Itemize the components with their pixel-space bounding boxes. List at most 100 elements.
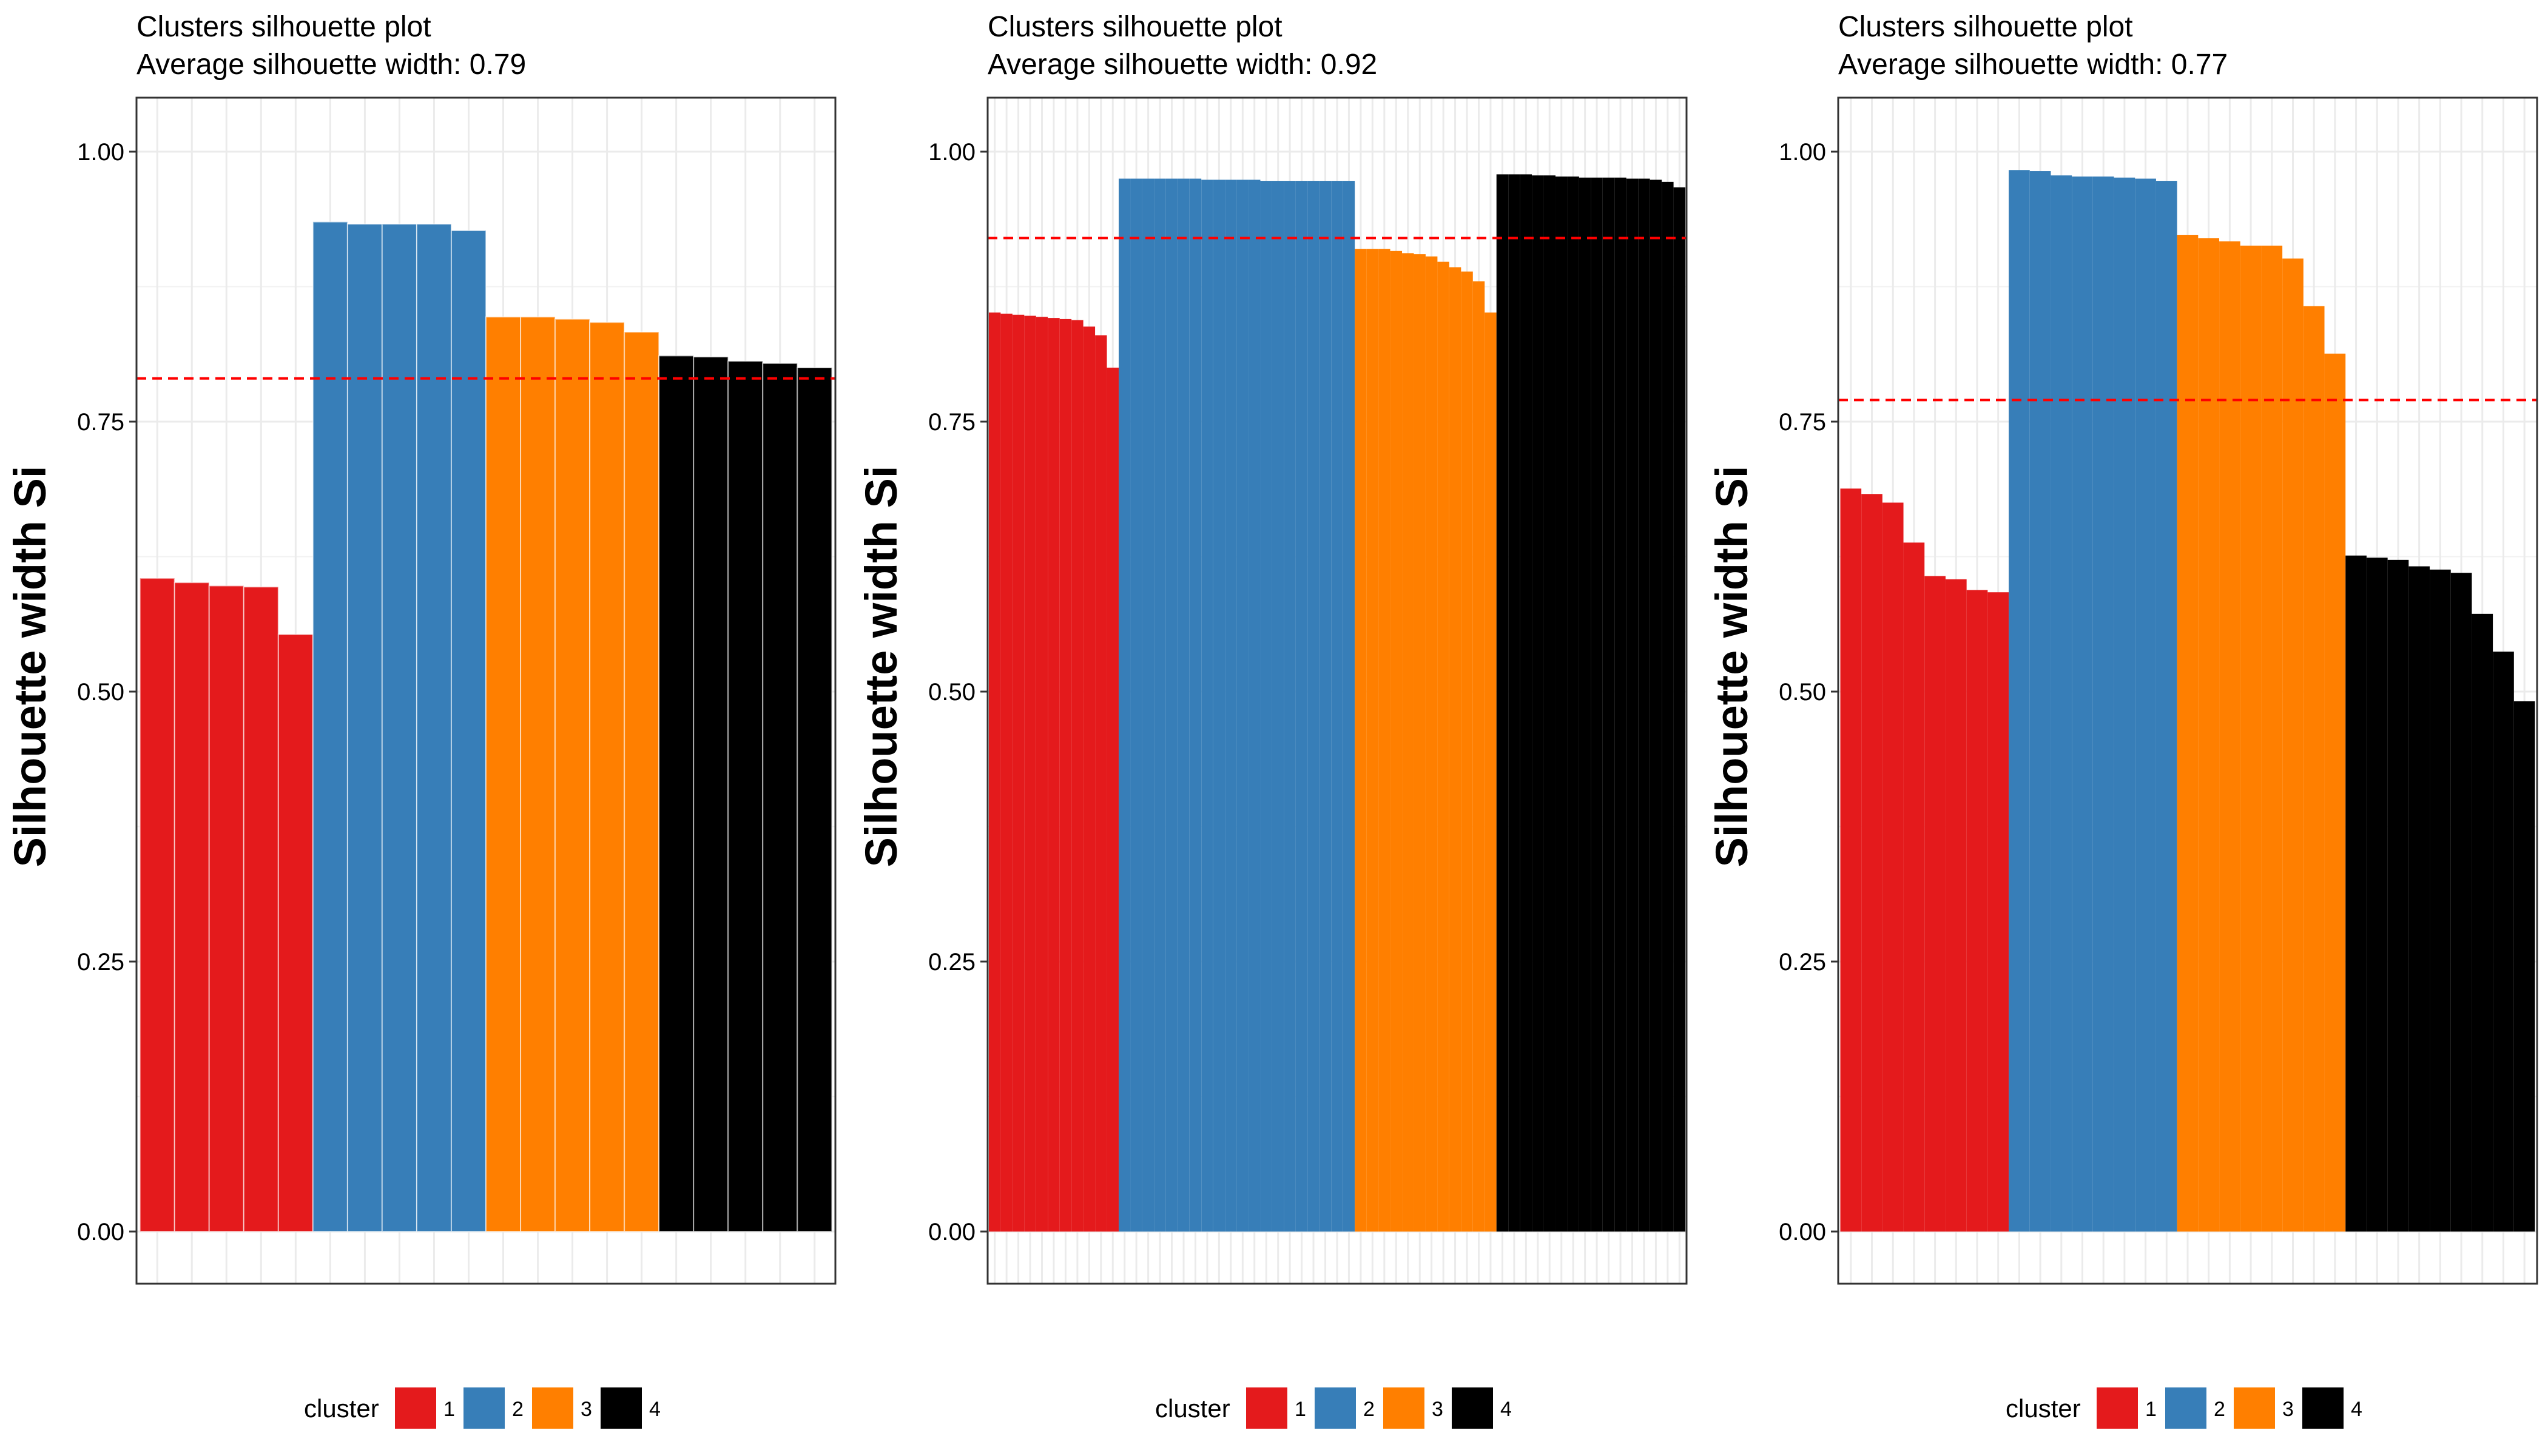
bar-cluster-3	[1366, 249, 1379, 1232]
bar-cluster-3	[1414, 254, 1426, 1232]
legend-key-1	[1246, 1387, 1287, 1429]
bar-cluster-1	[1882, 502, 1904, 1232]
bar-cluster-1	[1024, 315, 1036, 1232]
bar-cluster-3	[2177, 235, 2199, 1232]
y-tick-label: 0.25	[928, 949, 976, 976]
y-tick-label: 0.00	[1779, 1219, 1826, 1245]
bar-cluster-2	[2072, 176, 2093, 1232]
legend: cluster 1 2 3 4	[1155, 1387, 1512, 1429]
bar-cluster-3	[1425, 256, 1438, 1232]
bar-cluster-2	[1165, 178, 1178, 1232]
legend-label-4: 4	[649, 1398, 661, 1421]
bar-cluster-4	[2430, 569, 2451, 1232]
bar-cluster-1	[988, 312, 1001, 1232]
bar-cluster-4	[1543, 175, 1555, 1232]
legend-label-2: 2	[2214, 1398, 2225, 1421]
bar-cluster-2	[1284, 181, 1296, 1232]
bar-cluster-3	[485, 316, 522, 1233]
bar-cluster-2	[2135, 178, 2156, 1232]
bar-cluster-1	[1966, 590, 1988, 1232]
bar-cluster-2	[1225, 180, 1237, 1232]
bar-cluster-3	[1390, 251, 1403, 1232]
bar-cluster-2	[312, 221, 348, 1233]
y-tick-label: 0.25	[77, 949, 124, 976]
y-tick-label: 1.00	[928, 139, 976, 166]
bar-cluster-3	[520, 316, 556, 1233]
bar-cluster-3	[2324, 353, 2346, 1232]
bar-cluster-2	[1119, 178, 1131, 1232]
y-tick-label: 0.00	[77, 1219, 124, 1245]
bar-cluster-3	[1449, 267, 1461, 1232]
bar-cluster-4	[2408, 566, 2430, 1232]
bar-cluster-2	[1130, 178, 1142, 1232]
bar-cluster-2	[1249, 180, 1261, 1232]
bar-cluster-4	[1520, 174, 1532, 1232]
bar-cluster-4	[1602, 177, 1615, 1232]
bar-cluster-3	[1355, 249, 1367, 1232]
bar-cluster-2	[2029, 171, 2051, 1232]
bar-cluster-2	[1272, 181, 1284, 1232]
bar-cluster-2	[2009, 170, 2030, 1232]
y-axis-label: Silhouette width Si	[5, 466, 55, 868]
bar-cluster-1	[1071, 320, 1084, 1232]
bar-cluster-2	[1201, 180, 1213, 1232]
y-tick-label: 1.00	[77, 139, 124, 166]
bar-cluster-4	[1673, 187, 1686, 1232]
bar-cluster-4	[1626, 178, 1639, 1232]
bar-cluster-1	[1840, 488, 1862, 1232]
legend-key-1	[395, 1387, 436, 1429]
legend-key-4	[2302, 1387, 2344, 1429]
y-axis-label: Silhouette width Si	[1707, 466, 1757, 868]
y-axis-label: Silhouette width Si	[856, 466, 906, 868]
bar-cluster-1	[277, 633, 314, 1233]
bar-cluster-4	[1555, 176, 1568, 1232]
bar-cluster-1	[1083, 326, 1096, 1232]
bar-cluster-3	[1402, 253, 1414, 1232]
bar-cluster-4	[2513, 701, 2535, 1232]
bar-cluster-4	[762, 362, 798, 1232]
bar-cluster-3	[589, 322, 625, 1232]
bar-cluster-1	[1924, 576, 1946, 1232]
bar-cluster-1	[208, 585, 244, 1232]
bar-cluster-4	[693, 356, 729, 1233]
bar-cluster-4	[2472, 613, 2493, 1232]
bar-cluster-1	[1048, 318, 1060, 1232]
legend-label-1: 1	[443, 1398, 455, 1421]
legend-key-2	[2165, 1387, 2206, 1429]
bar-cluster-2	[1213, 180, 1225, 1232]
bar-cluster-3	[2261, 245, 2283, 1232]
bar-cluster-2	[1154, 178, 1166, 1232]
bar-cluster-1	[1036, 317, 1048, 1232]
bar-cluster-3	[2198, 238, 2220, 1232]
bar-cluster-2	[1189, 178, 1202, 1232]
bar-cluster-2	[2114, 177, 2135, 1232]
bar-cluster-4	[1614, 177, 1626, 1232]
y-tick-label: 0.75	[77, 409, 124, 436]
chart-subtitle: Average silhouette width: 0.79	[136, 49, 526, 81]
legend-key-2	[1315, 1387, 1356, 1429]
legend-key-1	[2097, 1387, 2138, 1429]
chart-title: Clusters silhouette plot	[988, 11, 1282, 43]
bar-cluster-3	[2303, 306, 2325, 1232]
bar-cluster-1	[1945, 579, 1967, 1232]
legend-key-3	[2234, 1387, 2275, 1429]
bar-cluster-2	[2155, 181, 2177, 1232]
bar-cluster-4	[1591, 177, 1603, 1232]
legend: cluster 1 2 3 4	[304, 1387, 661, 1429]
chart-subtitle: Average silhouette width: 0.92	[988, 49, 1377, 81]
bar-cluster-3	[1378, 249, 1390, 1232]
legend-label-2: 2	[512, 1398, 524, 1421]
bar-cluster-2	[2092, 176, 2114, 1232]
legend-label-3: 3	[581, 1398, 592, 1421]
y-tick-label: 0.50	[928, 679, 976, 706]
bar-cluster-2	[416, 223, 452, 1232]
chart-panel-3: 0.00 0.25 0.50 0.75 1.00 Clusters silhouette …	[1707, 11, 2538, 1429]
bar-cluster-3	[554, 318, 591, 1232]
legend-label-1: 1	[1295, 1398, 1306, 1421]
chart-panel-1: 0.00 0.25 0.50 0.75 1.00 Clusters silhouette …	[5, 11, 837, 1429]
y-tick-label: 0.50	[1779, 679, 1826, 706]
bar-cluster-4	[1532, 175, 1544, 1232]
bar-cluster-3	[2219, 241, 2240, 1232]
bar-cluster-2	[1343, 181, 1355, 1232]
chart-title: Clusters silhouette plot	[1838, 11, 2133, 43]
